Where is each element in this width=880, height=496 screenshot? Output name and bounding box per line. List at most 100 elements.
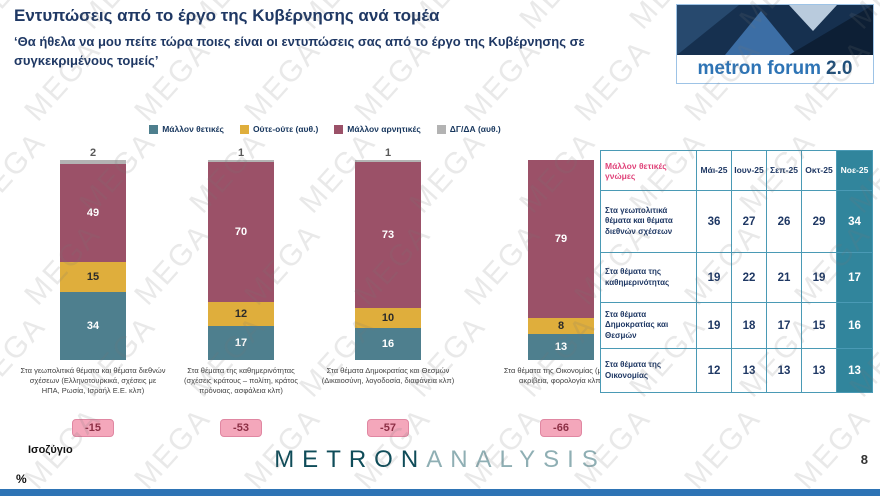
logo-image bbox=[677, 5, 873, 55]
bar-value: 10 bbox=[381, 312, 395, 324]
bar-segment: 1 bbox=[355, 147, 421, 162]
bar-value: 34 bbox=[86, 320, 100, 332]
table-cell: 36 bbox=[697, 191, 732, 253]
bar-segment: 8 bbox=[528, 318, 594, 334]
category-label: Στα γεωπολιτικά θέματα και θέματα διεθνώ… bbox=[20, 366, 166, 395]
brand-analysis: ANALYSIS bbox=[426, 446, 606, 473]
brand-metron: METRON bbox=[274, 446, 427, 473]
category-label: Στα θέματα της καθημερινότητας (σχέσεις … bbox=[184, 366, 298, 395]
bar-stack: 17 12 70 1 bbox=[208, 147, 274, 360]
table-cell-current: 17 bbox=[837, 253, 873, 303]
table-corner-header: Μάλλον θετικές γνώμες bbox=[601, 151, 697, 191]
bar-value: 79 bbox=[554, 233, 568, 245]
chart-legend: Μάλλον θετικές Ούτε-ούτε (αυθ.) Μάλλον α… bbox=[40, 124, 610, 134]
table-cell: 19 bbox=[697, 303, 732, 349]
bar-value: 16 bbox=[381, 338, 395, 350]
bar-value: 70 bbox=[234, 226, 248, 238]
bar-segment: 10 bbox=[355, 308, 421, 328]
table-cell: 13 bbox=[732, 349, 767, 393]
metron-forum-logo: metron forum 2.0 bbox=[676, 4, 874, 84]
table-row-label: Στα θέματα της Οικονομίας bbox=[601, 349, 697, 393]
bar-segment: 1 bbox=[208, 147, 274, 162]
page-title: Εντυπώσεις από το έργο της Κυβέρνησης αν… bbox=[14, 6, 440, 25]
bar-area: 34 15 49 2 bbox=[16, 147, 170, 360]
bar-segment: 79 bbox=[528, 160, 594, 318]
percent-label: % bbox=[16, 472, 27, 486]
bar-segment: 2 bbox=[60, 147, 126, 164]
bar-value: 15 bbox=[86, 271, 100, 283]
bar-value: 49 bbox=[86, 207, 100, 219]
table-cell: 15 bbox=[802, 303, 837, 349]
legend-swatch bbox=[334, 124, 344, 134]
bar-value: 1 bbox=[237, 147, 245, 159]
balance-badge: -66 bbox=[540, 419, 582, 437]
bar-segment: 73 bbox=[355, 162, 421, 308]
balance-badge: -53 bbox=[220, 419, 262, 437]
table-cell: 12 bbox=[697, 349, 732, 393]
table-cell: 29 bbox=[802, 191, 837, 253]
bar-segment: 49 bbox=[60, 164, 126, 262]
table-cell-current: 16 bbox=[837, 303, 873, 349]
legend-label: Μάλλον θετικές bbox=[162, 124, 224, 134]
bar-value: 17 bbox=[234, 337, 248, 349]
trend-table: Μάλλον θετικές γνώμες Μάι-25 Ιουν-25 Σεπ… bbox=[600, 150, 873, 393]
table-cell: 21 bbox=[767, 253, 802, 303]
table-column-header: Μάι-25 bbox=[697, 151, 732, 191]
legend-item: Μάλλον αρνητικές bbox=[334, 124, 421, 134]
logo-shape bbox=[677, 5, 739, 55]
table-row-label: Στα γεωπολιτικά θέματα και θέματα διεθνώ… bbox=[601, 191, 697, 253]
bar-stack: 16 10 73 1 bbox=[355, 147, 421, 360]
logo-shape bbox=[789, 5, 837, 31]
table-cell: 22 bbox=[732, 253, 767, 303]
bar-stack: 34 15 49 2 bbox=[60, 147, 126, 360]
table-cell-current: 34 bbox=[837, 191, 873, 253]
table-column-header: Οκτ-25 bbox=[802, 151, 837, 191]
logo-shape bbox=[725, 11, 797, 55]
table-cell-current: 13 bbox=[837, 349, 873, 393]
bar-segment: 16 bbox=[355, 328, 421, 360]
bar-value: 1 bbox=[384, 147, 392, 159]
legend-swatch bbox=[239, 124, 249, 134]
legend-label: Ούτε-ούτε (αυθ.) bbox=[252, 124, 319, 134]
table-cell: 17 bbox=[767, 303, 802, 349]
bar-value: 13 bbox=[554, 341, 568, 353]
table-row-label: Στα θέματα Δημοκρατίας και Θεσμών bbox=[601, 303, 697, 349]
table-cell: 26 bbox=[767, 191, 802, 253]
bar-segment: 12 bbox=[208, 302, 274, 326]
table-cell: 13 bbox=[767, 349, 802, 393]
table-cell: 18 bbox=[732, 303, 767, 349]
legend-item: Μάλλον θετικές bbox=[149, 124, 224, 134]
table-column-header: Σεπ-25 bbox=[767, 151, 802, 191]
table-column-header-current: Νοε-25 bbox=[837, 151, 873, 191]
balance-badge: -15 bbox=[72, 419, 114, 437]
bar-area: 13 8 79 bbox=[488, 148, 634, 360]
bar-area: 17 12 70 1 bbox=[170, 147, 312, 360]
metron-analysis-logo: METRONANALYSIS bbox=[0, 446, 880, 474]
bar-group-democracy: 16 10 73 1 Στα θέματα Δημοκρατίας και Θεσμώ… bbox=[316, 147, 460, 437]
bar-value: 2 bbox=[89, 147, 97, 159]
logo-name: metron forum bbox=[697, 58, 822, 79]
bar-group-economy: 13 8 79 Στα θέματα της Οικονομίας (μισθοί … bbox=[488, 148, 634, 437]
bar-segment: 70 bbox=[208, 162, 274, 302]
table-row-label: Στα θέματα της καθημερινότητας bbox=[601, 253, 697, 303]
legend-label: Μάλλον αρνητικές bbox=[347, 124, 421, 134]
page-number: 8 bbox=[860, 452, 868, 467]
page-subtitle: ‘Θα ήθελα να μου πείτε τώρα ποιες είναι … bbox=[14, 34, 585, 68]
bar-value: 8 bbox=[557, 320, 565, 332]
table-cell: 13 bbox=[802, 349, 837, 393]
balance-badge: -57 bbox=[367, 419, 409, 437]
logo-text: metron forum 2.0 bbox=[677, 55, 873, 83]
logo-version: 2.0 bbox=[826, 58, 853, 79]
bottom-accent-bar bbox=[0, 489, 880, 496]
legend-item: Ούτε-ούτε (αυθ.) bbox=[239, 124, 319, 134]
legend-swatch bbox=[436, 124, 446, 134]
bar-segment: 13 bbox=[528, 334, 594, 360]
table-cell: 19 bbox=[802, 253, 837, 303]
category-label: Στα θέματα Δημοκρατίας και Θεσμών (Δικαι… bbox=[321, 366, 455, 385]
bar-value: 12 bbox=[234, 308, 248, 320]
bar-group-everyday-life: 17 12 70 1 Στα θέματα της καθημερινότητας (… bbox=[170, 147, 312, 437]
bar-segment: 15 bbox=[60, 262, 126, 292]
bar-area: 16 10 73 1 bbox=[316, 147, 460, 360]
table-column-header: Ιουν-25 bbox=[732, 151, 767, 191]
